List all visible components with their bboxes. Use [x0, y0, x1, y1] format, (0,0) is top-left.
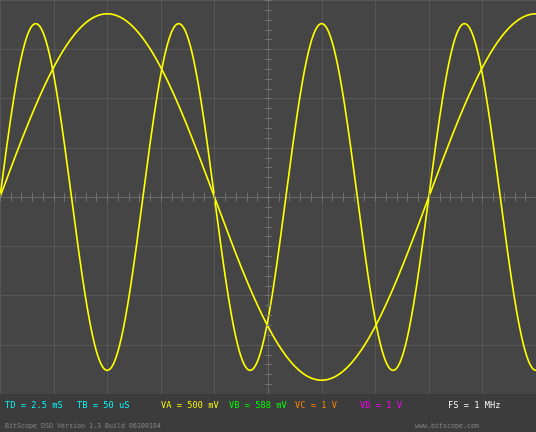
Text: www.bitscope.com: www.bitscope.com	[415, 423, 479, 429]
Text: VD = 1 V: VD = 1 V	[360, 401, 402, 410]
Text: TB = 50 uS: TB = 50 uS	[77, 401, 129, 410]
Text: VA = 500 mV: VA = 500 mV	[161, 401, 219, 410]
Text: TD = 2.5 mS: TD = 2.5 mS	[5, 401, 63, 410]
Text: VB = 588 mV: VB = 588 mV	[229, 401, 287, 410]
Text: FS = 1 MHz: FS = 1 MHz	[448, 401, 500, 410]
Text: BitScope DSO Version 1.3 Build 06100104: BitScope DSO Version 1.3 Build 06100104	[5, 423, 161, 429]
Text: VC = 1 V: VC = 1 V	[295, 401, 337, 410]
